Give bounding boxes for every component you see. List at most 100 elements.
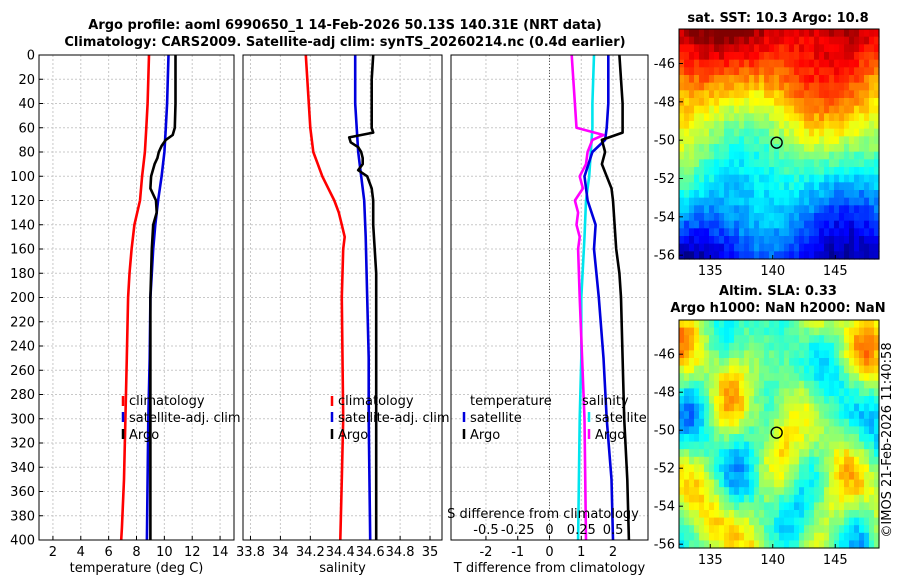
heatmap-cell bbox=[769, 472, 775, 481]
heatmap-cell bbox=[799, 502, 805, 511]
heatmap-cell bbox=[789, 441, 795, 450]
heatmap-cell bbox=[864, 472, 870, 481]
heatmap-cell bbox=[789, 105, 795, 114]
heatmap-cell bbox=[859, 90, 865, 99]
heatmap-cell bbox=[799, 388, 805, 397]
heatmap-cell bbox=[784, 243, 790, 252]
heatmap-cell bbox=[854, 380, 860, 389]
heatmap-cell bbox=[789, 228, 795, 237]
heatmap-cell bbox=[809, 136, 815, 145]
heatmap-cell bbox=[779, 197, 785, 206]
heatmap-cell bbox=[839, 479, 845, 488]
heatmap-cell bbox=[849, 510, 855, 519]
heatmap-cell bbox=[684, 36, 690, 45]
heatmap-cell bbox=[849, 190, 855, 199]
heatmap-cell bbox=[689, 396, 695, 405]
heatmap-cell bbox=[679, 144, 685, 153]
heatmap-cell bbox=[724, 517, 730, 526]
heatmap-cell bbox=[694, 510, 700, 519]
heatmap-cell bbox=[829, 472, 835, 481]
heatmap-cell bbox=[709, 36, 715, 45]
heatmap-cell bbox=[764, 159, 770, 168]
heatmap-cell bbox=[764, 98, 770, 107]
heatmap-cell bbox=[724, 105, 730, 114]
heatmap-cell bbox=[704, 243, 710, 252]
heatmap-cell bbox=[864, 396, 870, 405]
heatmap-cell bbox=[799, 144, 805, 153]
heatmap-cell bbox=[864, 373, 870, 382]
heatmap-cell bbox=[834, 251, 840, 260]
heatmap-cell bbox=[864, 59, 870, 68]
heatmap-cell bbox=[754, 220, 760, 229]
heatmap-cell bbox=[809, 228, 815, 237]
heatmap-cell bbox=[694, 29, 700, 38]
heatmap-cell bbox=[739, 182, 745, 191]
heatmap-cell bbox=[839, 136, 845, 145]
heatmap-cell bbox=[864, 174, 870, 183]
heatmap-cell bbox=[844, 236, 850, 245]
heatmap-cell bbox=[789, 335, 795, 344]
heatmap-cell bbox=[724, 236, 730, 245]
heatmap-cell bbox=[749, 449, 755, 458]
heatmap-cell bbox=[844, 487, 850, 496]
heatmap-cell bbox=[714, 487, 720, 496]
heatmap-cell bbox=[714, 98, 720, 107]
heatmap-cell bbox=[829, 441, 835, 450]
y-tick-label: -46 bbox=[654, 348, 675, 363]
heatmap-cell bbox=[864, 67, 870, 76]
heatmap-cell bbox=[819, 52, 825, 61]
heatmap-cell bbox=[724, 396, 730, 405]
heatmap-cell bbox=[824, 167, 830, 176]
heatmap-cell bbox=[804, 335, 810, 344]
heatmap-cell bbox=[759, 128, 765, 137]
heatmap-cell bbox=[749, 90, 755, 99]
heatmap-cell bbox=[779, 342, 785, 351]
heatmap-cell bbox=[734, 434, 740, 443]
heatmap-cell bbox=[709, 418, 715, 427]
heatmap-cell bbox=[679, 128, 685, 137]
heatmap-cell bbox=[779, 105, 785, 114]
heatmap-cell bbox=[799, 380, 805, 389]
heatmap-cell bbox=[694, 525, 700, 534]
heatmap-cell bbox=[729, 411, 735, 420]
heatmap-cell bbox=[729, 121, 735, 130]
heatmap-cell bbox=[759, 151, 765, 160]
heatmap-cell bbox=[789, 350, 795, 359]
heatmap-cell bbox=[864, 167, 870, 176]
heatmap-cell bbox=[814, 494, 820, 503]
heatmap-cell bbox=[689, 327, 695, 336]
heatmap-cell bbox=[694, 342, 700, 351]
heatmap-cell bbox=[689, 380, 695, 389]
heatmap-cell bbox=[799, 464, 805, 473]
heatmap-cell bbox=[819, 487, 825, 496]
heatmap-cell bbox=[799, 182, 805, 191]
heatmap-cell bbox=[819, 456, 825, 465]
heatmap-cell bbox=[864, 342, 870, 351]
heatmap-cell bbox=[809, 113, 815, 122]
heatmap-cell bbox=[844, 380, 850, 389]
heatmap-cell bbox=[719, 449, 725, 458]
heatmap-cell bbox=[704, 418, 710, 427]
heatmap-cell bbox=[689, 403, 695, 412]
heatmap-cell bbox=[749, 220, 755, 229]
heatmap-cell bbox=[844, 449, 850, 458]
heatmap-cell bbox=[859, 472, 865, 481]
heatmap-cell bbox=[679, 342, 685, 351]
heatmap-cell bbox=[764, 441, 770, 450]
heatmap-cell bbox=[694, 388, 700, 397]
heatmap-cell bbox=[734, 365, 740, 374]
heatmap-cell bbox=[734, 342, 740, 351]
heatmap-cell bbox=[739, 36, 745, 45]
heatmap-cell bbox=[729, 517, 735, 526]
heatmap-cell bbox=[729, 98, 735, 107]
heatmap-cell bbox=[734, 197, 740, 206]
heatmap-cell bbox=[849, 220, 855, 229]
legend-label-climatology: climatology bbox=[129, 394, 205, 409]
heatmap-cell bbox=[779, 418, 785, 427]
heatmap-cell bbox=[819, 464, 825, 473]
heatmap-cell bbox=[779, 82, 785, 91]
heatmap-cell bbox=[824, 98, 830, 107]
heatmap-cell bbox=[824, 449, 830, 458]
heatmap-cell bbox=[759, 159, 765, 168]
heatmap-cell bbox=[829, 167, 835, 176]
